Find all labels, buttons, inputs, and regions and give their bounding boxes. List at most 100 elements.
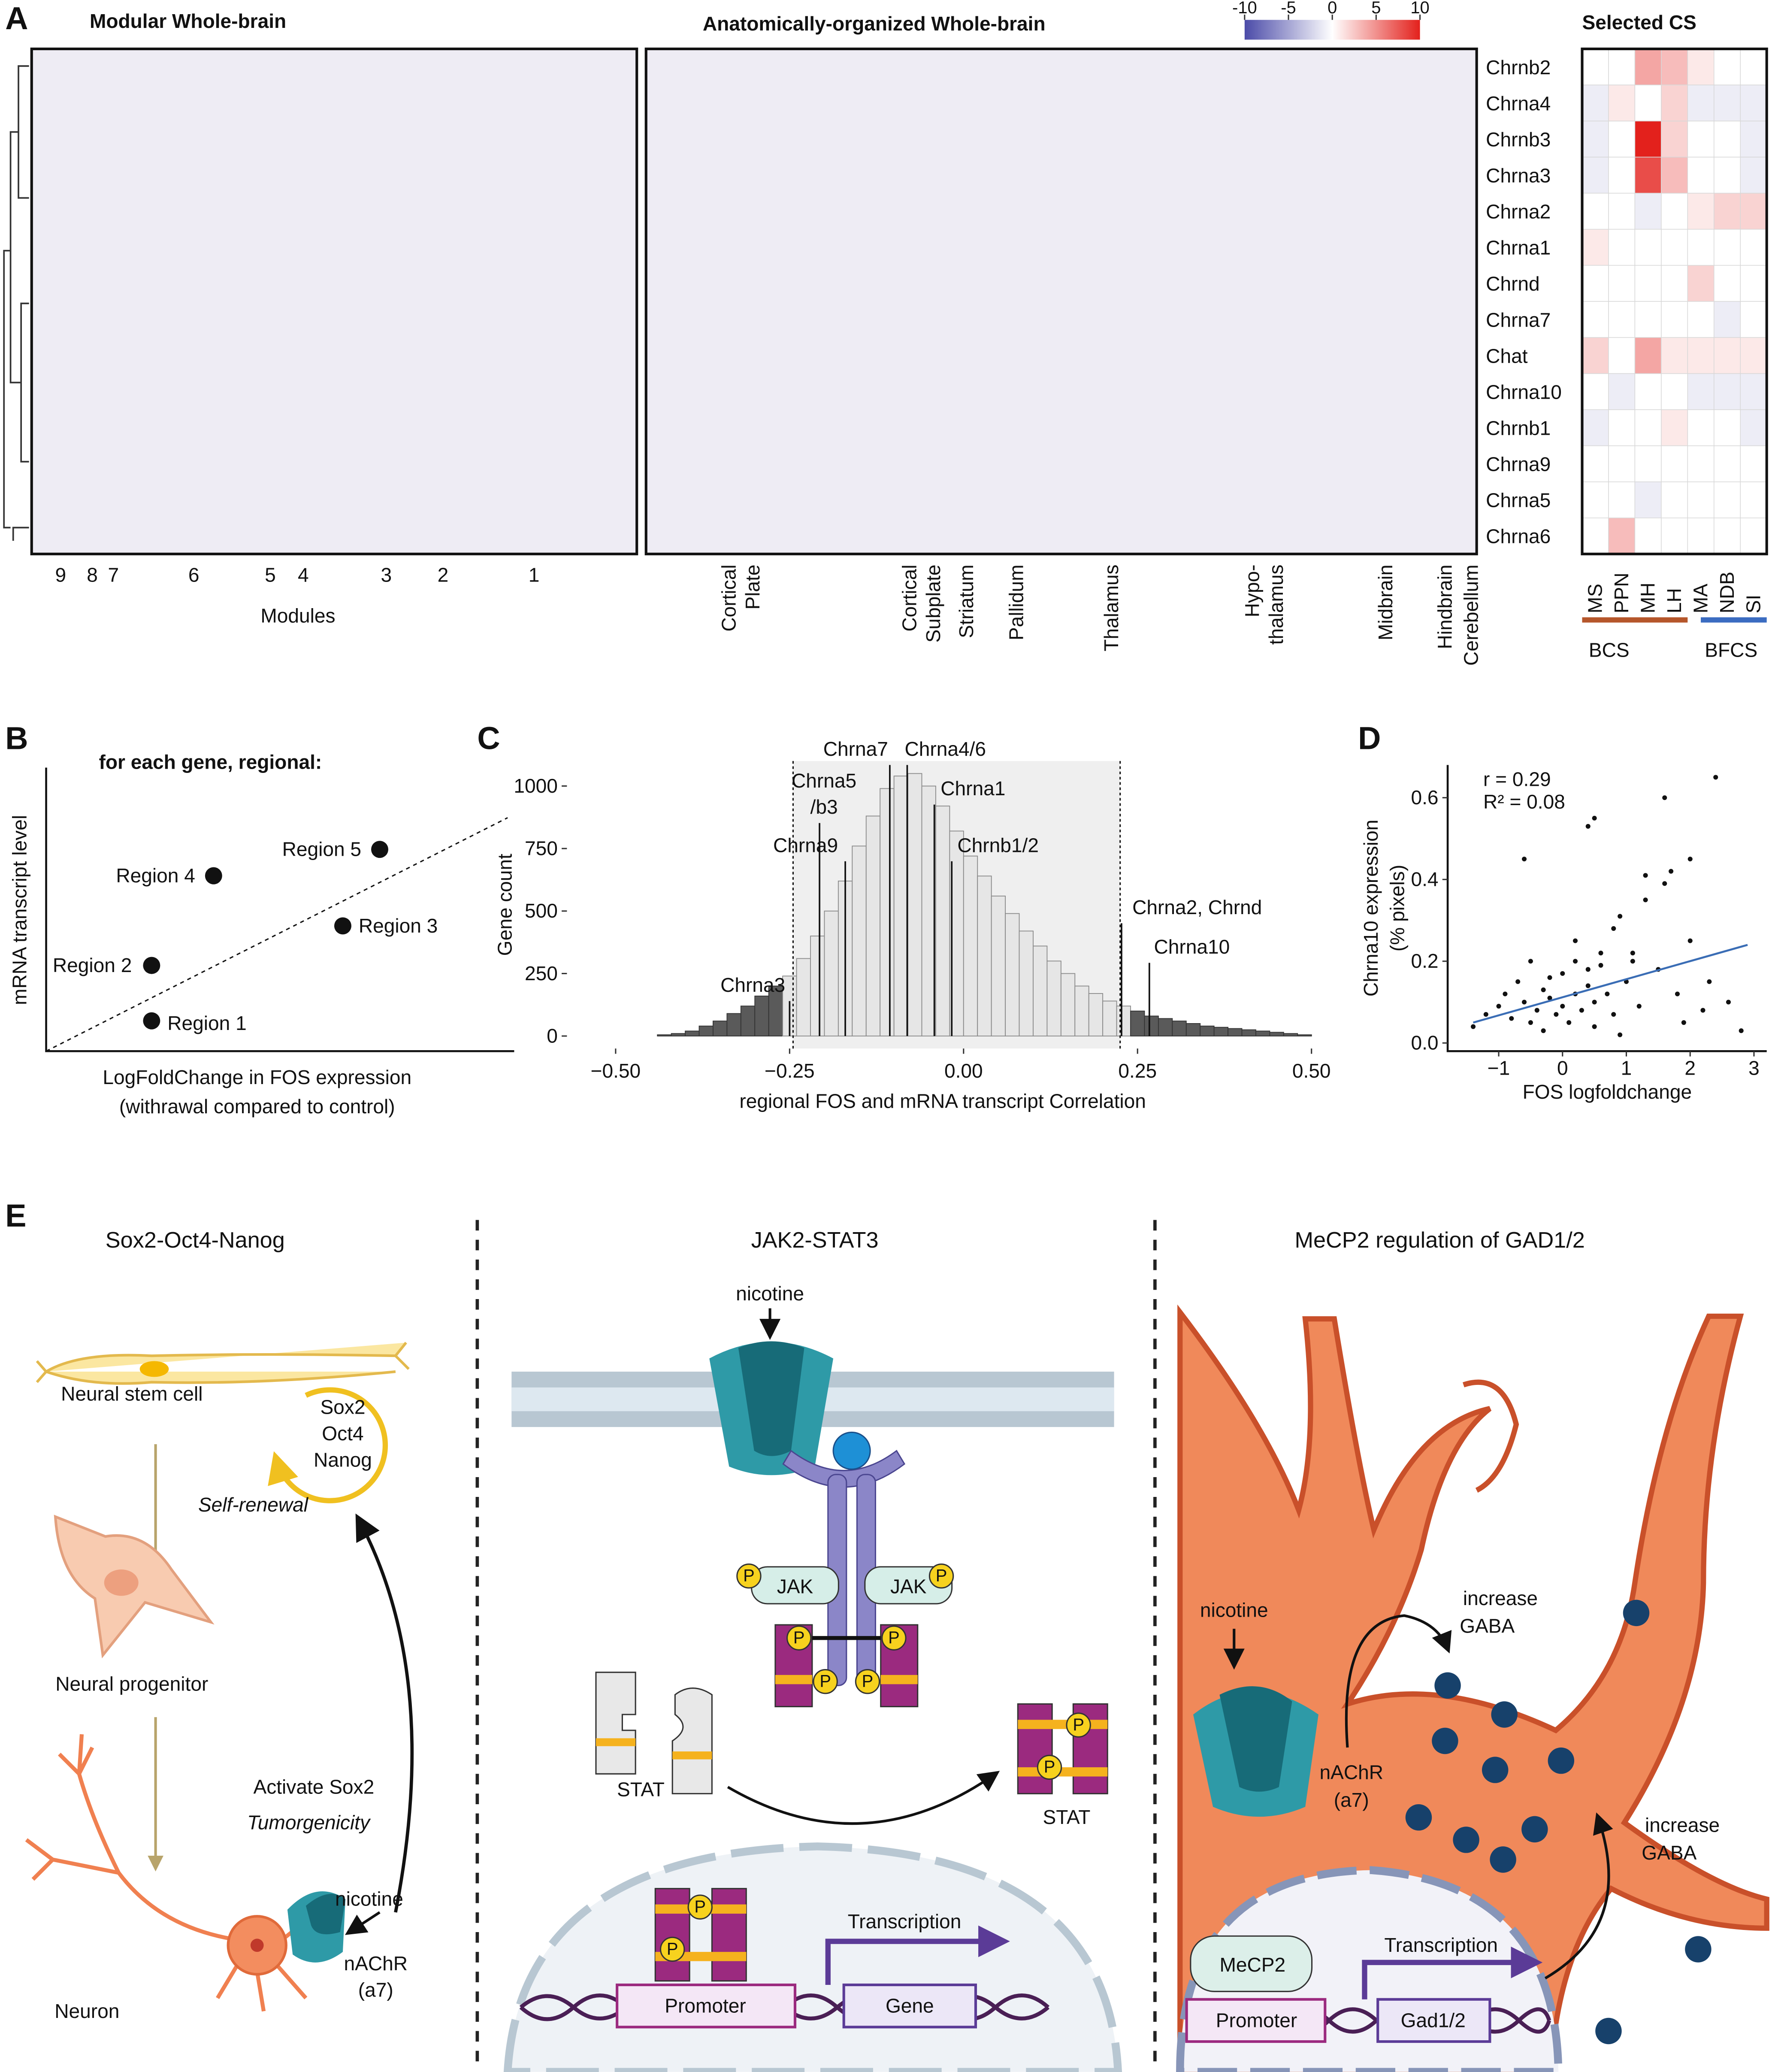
gene-label: Chrna3 [720, 974, 785, 996]
heatmap-frame [644, 47, 1478, 555]
heatmap-cell [1608, 121, 1636, 158]
point [1509, 1016, 1514, 1021]
point-label: Region 5 [282, 838, 361, 860]
phospho-site [659, 1936, 685, 1962]
heatmap-cell [1581, 265, 1609, 302]
phospho-sites: P P P P P P P P P P [659, 1563, 1091, 1962]
point [1547, 975, 1552, 980]
bar [796, 958, 811, 1036]
axis-label: Gene count [493, 854, 516, 956]
promoter [1185, 1998, 1327, 2043]
receptor [738, 1341, 804, 1456]
x-tick-label: 0.00 [944, 1060, 983, 1082]
point-label: Region 3 [359, 915, 438, 937]
point [1643, 897, 1648, 903]
heatmap-cell [1714, 337, 1741, 374]
section-title: Sox2-Oct4-Nanog [106, 1228, 285, 1253]
group-label: BFCS [1705, 639, 1757, 661]
phospho-label: P [888, 1628, 900, 1647]
point-label: Region 2 [53, 954, 132, 976]
bar [907, 773, 922, 1036]
point [1636, 1004, 1642, 1009]
gene-label: Chrna7 [823, 738, 888, 760]
point [334, 917, 351, 935]
receptor [305, 1893, 346, 1935]
heatmap-cell [1740, 301, 1767, 338]
point [1528, 1020, 1533, 1025]
label: STAT [617, 1778, 665, 1801]
heatmap-cell [1661, 229, 1688, 266]
point [1726, 1000, 1731, 1005]
gaba-vesicles [1548, 1747, 1575, 1774]
label: nAChR [1319, 1761, 1383, 1784]
point [1503, 991, 1508, 997]
region-label: Cerebellum [1460, 564, 1482, 666]
gene-label: Chrna4/6 [904, 738, 986, 760]
stat [654, 1888, 690, 1982]
bar [768, 985, 783, 1036]
heatmap-title: Selected CS [1582, 11, 1696, 33]
column-label: MH [1637, 582, 1659, 613]
bar [1005, 913, 1020, 1036]
bar [1297, 1034, 1312, 1036]
heatmap-frame [1581, 47, 1768, 555]
heatmap-cell [1714, 481, 1741, 518]
bar [754, 995, 769, 1036]
phospho-label: P [793, 1628, 805, 1647]
ligand [832, 1431, 871, 1470]
stat [711, 1888, 747, 1982]
label: STAT [1043, 1806, 1091, 1828]
region-label: Plate [741, 564, 764, 609]
heatmap-cell [1740, 229, 1767, 266]
gaba-vesicles [1685, 1936, 1712, 1963]
module-label: 8 [87, 563, 98, 586]
gene [842, 1983, 977, 2029]
row-label: Chrna4 [1486, 92, 1551, 115]
label: Transcription [1384, 1934, 1498, 1956]
label: Neural stem cell [61, 1383, 203, 1405]
panel-b: for each gene, regional: mRNA transcript… [8, 751, 514, 1118]
x-tick-label: −0.50 [591, 1060, 641, 1082]
stat-band [775, 1675, 812, 1684]
point [1585, 824, 1591, 829]
heatmap-frame [30, 47, 638, 555]
stat-band [1018, 1767, 1108, 1777]
gaba-vesicles [1623, 1599, 1650, 1627]
point [1566, 1020, 1572, 1025]
label: Neural progenitor [55, 1673, 208, 1695]
axes [45, 767, 514, 1052]
bar [1255, 1030, 1270, 1036]
label: Activate Sox2 [253, 1775, 374, 1798]
arrow [355, 1513, 414, 1913]
gaba-vesicles [1521, 1816, 1548, 1843]
bar [1241, 1029, 1256, 1036]
section-title: MeCP2 regulation of GAD1/2 [1294, 1228, 1585, 1253]
region-label: Cortical [898, 564, 921, 631]
heatmap-cell [1634, 409, 1662, 446]
bar [1228, 1028, 1243, 1036]
heatmap-cell [1687, 229, 1715, 266]
x-tick-label: −1 [1488, 1057, 1510, 1079]
transcription-arrow [1362, 1946, 1543, 1999]
heatmap-cell [1714, 121, 1741, 158]
stat-band [1018, 1720, 1108, 1729]
gene-label: Chrna5 [792, 769, 856, 792]
bar [685, 1030, 700, 1036]
heatmap-cell [1581, 518, 1609, 554]
label: nicotine [1200, 1599, 1268, 1621]
point [1739, 1028, 1744, 1033]
module-label: 4 [298, 563, 309, 586]
heatmap-cell [1581, 337, 1609, 374]
phospho-site [786, 1625, 812, 1651]
heatmap-cell [1608, 481, 1636, 518]
heatmap-cell [1714, 445, 1741, 482]
point [1496, 1004, 1501, 1009]
label: Gad1/2 [1401, 2009, 1466, 2031]
x-tick-label: −0.25 [765, 1060, 815, 1082]
heatmap-cell [1714, 193, 1741, 230]
bar [1283, 1033, 1298, 1036]
axes [1446, 765, 1767, 1052]
heatmap-cell [1714, 301, 1741, 338]
y-tick-label: 500 [525, 900, 558, 922]
bar [740, 1006, 756, 1036]
